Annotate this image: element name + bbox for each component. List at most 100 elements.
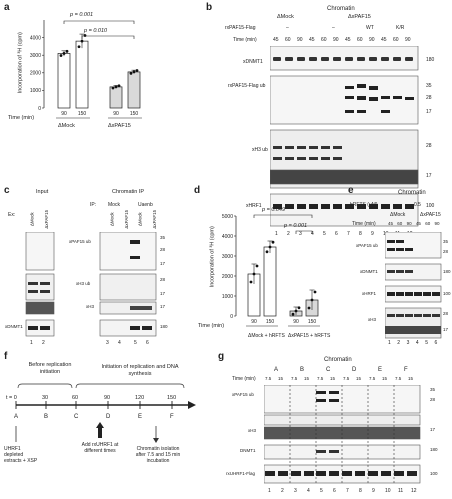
panel-g-blots: [264, 385, 421, 484]
panel-b-blot-paf15: [270, 75, 419, 125]
panel-b-mw-180: 180: [426, 57, 435, 63]
chart-a-pt-3-0: [129, 71, 133, 75]
panel-a-p1: p = 0.001: [70, 12, 94, 18]
chart-a-bracket-1: [81, 35, 135, 39]
panel-d-p2: p = 0.001: [284, 223, 308, 229]
panel-b-mw-100: 100: [426, 203, 435, 209]
panel-d-xlabel: Time (min): [198, 323, 225, 329]
panel-f-letter-3: C: [74, 414, 79, 420]
panel-c-chip-dnmt1: [99, 319, 157, 337]
panel-b-group-paf15: ΔxPAF15: [348, 14, 371, 20]
panel-g-time-12: 15: [408, 376, 414, 381]
panel-e-blot-paf15: [385, 232, 442, 259]
panel-c-mw-17b: 17: [160, 291, 166, 296]
panel-c-label-paf15: xPAF15 ub: [69, 239, 91, 244]
panel-d-group-mock: ΔMock + hRFTS: [248, 333, 285, 339]
panel-g-time-6: 15: [330, 376, 336, 381]
panel-f-phase2: Initiation of replication and DNA synthe…: [101, 364, 179, 377]
panel-b-blot-h3-main: [270, 169, 419, 185]
chart-d-yticklabel-0: 0: [230, 314, 233, 320]
panel-b-label-h3: xH3 ub: [252, 147, 268, 153]
panel-c-lane-2: 2: [42, 340, 45, 346]
panel-e-mw-28: 28: [443, 249, 449, 254]
panel-g-lane-12: 12: [411, 488, 417, 494]
chart-a-yticklabel-2: 2000: [30, 71, 41, 77]
panel-f-arrow-up-stem: [98, 428, 102, 438]
panel-f-letter-2: B: [44, 414, 49, 420]
panel-g-cond-1: A: [274, 367, 279, 373]
chart-a-pt-1-0: [77, 45, 81, 49]
panel-g-time-4: 15: [304, 376, 310, 381]
panel-b-time-11: 60: [393, 37, 399, 43]
chart-d-pt-2-2: [297, 306, 301, 310]
panel-b-treat-4: K/R: [396, 25, 405, 31]
panel-g-time-8: 15: [356, 376, 362, 381]
chart-d-pt-1-1: [268, 245, 272, 249]
chart-d-bracket-0: [253, 214, 313, 218]
chart-a-bracket-0: [63, 20, 135, 24]
panel-e-mw-35: 35: [443, 239, 449, 244]
panel-g-blot-h3ub: [264, 414, 421, 426]
panel-f-brace-left: [17, 383, 73, 389]
panel-g-blot-dnmt1: [264, 444, 421, 460]
panel-e-label-dnmt1: xDNMT1: [360, 269, 378, 274]
panel-c-mw-28b: 28: [160, 277, 166, 282]
panel-d-p1: p = 0.049: [262, 207, 286, 213]
panel-g-time-11: 7.5: [395, 376, 402, 381]
panel-g-lane-2: 2: [281, 488, 284, 494]
panel-c-bands-dnmt1: [28, 326, 152, 330]
panel-c-lane-5: 5: [134, 340, 137, 346]
panel-f-timeline: [15, 383, 196, 443]
panel-c-ex-label: Ex:: [8, 212, 16, 218]
panel-f-tick-3: 60: [72, 395, 79, 401]
panel-c-ip-uaenb: Uaenb: [138, 202, 153, 208]
chart-a-pt-0-2: [65, 49, 69, 53]
panel-g-dividers: [289, 385, 395, 483]
panel-g-bands-dnmt1: [316, 450, 339, 453]
panel-f-tick-2: 30: [42, 395, 49, 401]
panel-f-tick-4: 90: [104, 395, 111, 401]
panel-b-label-paf15: rxPAF15-Flag ub: [228, 83, 266, 89]
panel-b-lane-2: 2: [287, 231, 290, 237]
panel-e-time-5: 60: [425, 221, 431, 226]
panel-c-bands-h3ub: [28, 282, 50, 293]
panel-b-time-4: 45: [309, 37, 315, 43]
panel-c-ip-mock: Mock: [108, 202, 120, 208]
panel-g-bands-paf15: [316, 391, 339, 402]
panel-b-time-12: 90: [405, 37, 411, 43]
chart-a-yticklabel-4: 4000: [30, 35, 41, 41]
panel-c-mw-17c: 17: [160, 304, 166, 309]
panel-b-time-9: 90: [369, 37, 375, 43]
panel-e-label-paf15: xPAF15 ub: [356, 243, 378, 248]
panel-e-label-hrf1: xHRF1: [362, 291, 377, 296]
panel-a-letter: a: [4, 2, 10, 13]
panel-b-bands-h3: [273, 146, 342, 160]
panel-e-mw-180: 180: [443, 269, 451, 274]
panel-e-label-h3: xH3: [368, 317, 377, 322]
panel-g-header: Chromatin: [324, 357, 352, 363]
panel-b-label-dnmt1: xDNMT1: [243, 59, 263, 65]
panel-c-lane-6: 6: [146, 340, 149, 346]
panel-e-lane-3: 3: [406, 340, 410, 346]
chart-d-pt-0-1: [252, 272, 256, 276]
panel-b-time-1: 45: [273, 37, 279, 43]
panel-f-tick-6: 150: [167, 395, 177, 401]
panel-g-lane-8: 8: [359, 488, 362, 494]
panel-e-lane-1: 1: [388, 340, 391, 346]
chart-d-xlabel-0: 90: [251, 319, 257, 325]
chart-d-pt-3-1: [310, 298, 314, 302]
panel-g-cond-5: E: [378, 367, 383, 373]
panel-b-lane-5: 5: [323, 231, 326, 237]
panel-b-lane-8: 8: [359, 231, 362, 237]
chart-a-xlabel-1: 150: [78, 111, 87, 117]
panel-c-input-title: Input: [36, 189, 49, 195]
panel-f-axis-arrow: [188, 401, 196, 409]
chart-d-yticklabel-3: 3000: [222, 254, 233, 260]
panel-f-chrom-note: Chromatin isolation after 7.5 and 15 min…: [135, 446, 181, 464]
panel-g-time-7: 7.5: [343, 376, 350, 381]
panel-c-mw-17: 17: [160, 261, 166, 266]
panel-b-time-2: 60: [285, 37, 291, 43]
panel-c-blots: [25, 232, 157, 337]
panel-b-mw-17b: 17: [426, 173, 432, 179]
chart-a-pt-0-1: [62, 52, 66, 55]
